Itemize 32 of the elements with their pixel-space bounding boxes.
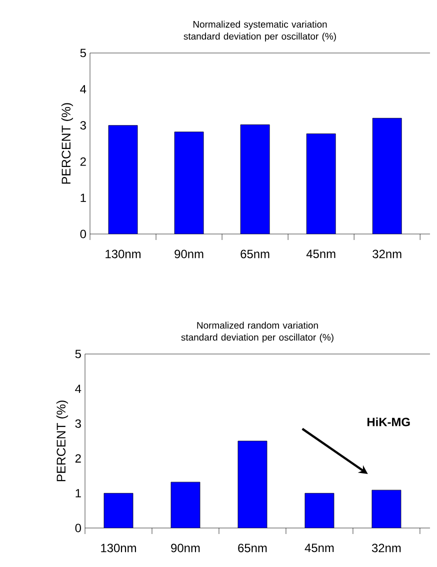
bar: [238, 441, 267, 528]
bar: [304, 493, 334, 528]
y-tick-label: 1: [76, 489, 81, 498]
x-tick-label: 32nm: [372, 544, 401, 552]
x-tick-label: 90nm: [174, 250, 204, 258]
bar: [372, 490, 402, 528]
x-tick-label: 90nm: [171, 544, 200, 552]
annotation: HiK-MG: [367, 417, 410, 426]
y-tick-label: 1: [80, 194, 86, 202]
y-tick-label: 2: [80, 157, 86, 166]
x-tick-label: 65nm: [238, 544, 267, 552]
y-tick-label: 5: [80, 48, 86, 58]
y-tick-label: 3: [75, 419, 81, 428]
chart-title: Normalized systematic variation standard deviation per oscillator (%): [184, 20, 336, 42]
x-tick-label: 45nm: [304, 544, 334, 552]
y-tick-label: 0: [75, 524, 82, 532]
x-tick-label: 65nm: [240, 250, 270, 258]
chart-title: Normalized random variation standard deviation per oscillator (%): [181, 322, 334, 343]
y-tick-label: 4: [75, 384, 82, 393]
bar: [104, 493, 133, 528]
x-tick-label: 130nm: [106, 250, 140, 258]
y-tick-label: 0: [80, 230, 86, 238]
y-tick-label: 5: [75, 350, 81, 358]
y-axis-title: PERCENT (%): [61, 103, 73, 184]
y-tick-label: 4: [80, 85, 86, 94]
y-tick-label: 2: [75, 454, 81, 463]
bar: [170, 482, 200, 528]
x-tick-label: 32nm: [372, 250, 402, 258]
x-tick-label: 45nm: [306, 250, 336, 258]
y-tick-label: 3: [80, 121, 86, 130]
x-tick-label: 130nm: [101, 544, 136, 552]
y-axis-title: PERCENT (%): [56, 400, 68, 482]
